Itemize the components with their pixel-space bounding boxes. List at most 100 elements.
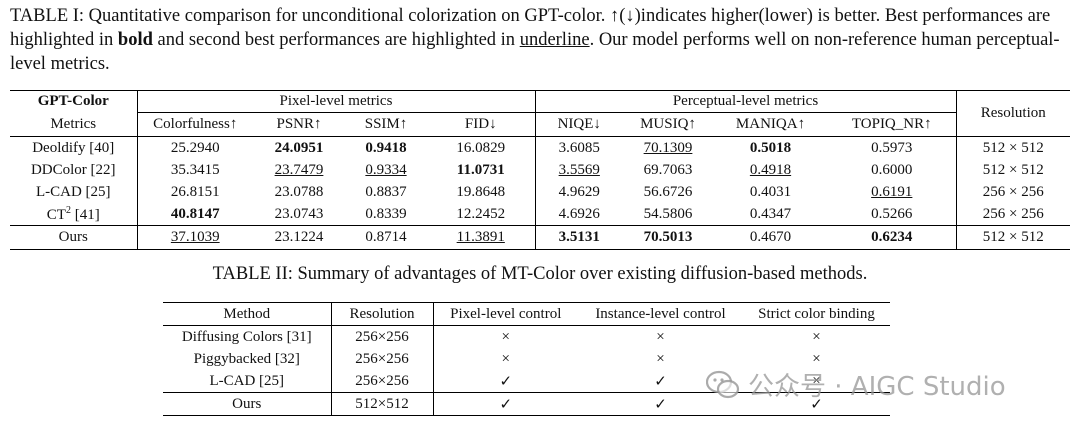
resolution-cell: 512 × 512 xyxy=(956,225,1070,250)
value-cell: ✓ xyxy=(499,373,513,390)
value-cell: × xyxy=(656,328,665,345)
value-cell: 0.9418 xyxy=(365,139,407,156)
value-cell: 56.6726 xyxy=(643,183,693,200)
table-row: CT2 [41] 40.8147 23.0743 0.8339 12.2452 4.692… xyxy=(10,203,1070,226)
value-cell: 0.8339 xyxy=(365,205,407,222)
value-cell: 0.8837 xyxy=(365,183,407,200)
value-cell: 4.9629 xyxy=(558,183,600,200)
dataset-label: GPT-Color xyxy=(10,90,138,113)
value-cell: 0.6191 xyxy=(828,181,957,203)
value-cell: 256×256 xyxy=(331,370,434,393)
value-cell: 23.0743 xyxy=(274,205,324,222)
table-row: Ours 37.1039 23.1224 0.8714 11.3891 3.5131 70.… xyxy=(10,225,1070,250)
col-header: Instance-level control xyxy=(578,302,743,326)
col-header: Method xyxy=(163,302,332,326)
watermark-text: 公众号 · AIGC Studio xyxy=(748,372,1006,402)
value-cell: × xyxy=(812,350,821,367)
metrics-label: Metrics xyxy=(10,112,138,137)
col-header: Pixel-level control xyxy=(433,302,578,326)
table-row: Ours 512×512 ✓ ✓ ✓ xyxy=(163,392,890,416)
value-cell: 19.8648 xyxy=(427,181,536,203)
col-header: Colorfulness↑ xyxy=(137,112,253,137)
value-cell: 24.0951 xyxy=(274,139,324,156)
resolution-cell: 512 × 512 xyxy=(982,139,1044,156)
value-cell: 256×256 xyxy=(331,348,434,370)
value-cell: 0.4670 xyxy=(713,225,828,250)
resolution-cell: 256 × 256 xyxy=(982,183,1044,200)
value-cell: ✓ xyxy=(433,392,578,416)
value-cell: 23.7479 xyxy=(274,161,324,178)
value-cell: ✓ xyxy=(654,373,667,390)
value-cell: × xyxy=(812,328,821,345)
value-cell: 37.1039 xyxy=(137,225,253,250)
value-cell: 26.8151 xyxy=(170,183,220,200)
pixel-group-header: Pixel-level metrics xyxy=(137,90,536,113)
value-cell: 54.5806 xyxy=(643,205,693,222)
col-header: Strict color binding xyxy=(743,302,890,326)
value-cell: ✓ xyxy=(743,392,890,416)
value-cell: 16.0829 xyxy=(427,136,536,159)
method-cell: L-CAD [25] xyxy=(163,370,332,393)
table-row: L-CAD [25] 26.8151 23.0788 0.8837 19.8648 4.9… xyxy=(10,181,1070,203)
method-cell: CT2 [41] xyxy=(10,203,138,226)
col-header: MANIQA↑ xyxy=(713,112,828,137)
value-cell: 23.0788 xyxy=(274,183,324,200)
value-cell: × xyxy=(656,350,665,367)
value-cell: × xyxy=(501,328,510,345)
value-cell: 0.4031 xyxy=(749,183,792,200)
method-cell: Ours xyxy=(10,225,138,250)
table1: GPT-Color Pixel-level metrics Perceptual… xyxy=(10,90,1070,250)
value-cell: 3.6085 xyxy=(558,139,600,156)
value-cell: 4.6926 xyxy=(558,205,600,222)
value-cell: 11.0731 xyxy=(427,159,536,181)
value-cell: 25.2940 xyxy=(170,139,220,156)
value-cell: 70.1309 xyxy=(643,139,693,156)
value-cell: 0.9334 xyxy=(365,161,407,178)
resolution-cell: 256 × 256 xyxy=(982,205,1044,222)
value-cell: 0.4918 xyxy=(749,161,792,178)
method-cell: L-CAD [25] xyxy=(10,181,138,203)
value-cell: 0.5266 xyxy=(828,203,957,226)
table-row: DDColor [22] 35.3415 23.7479 0.9334 11.0731 3… xyxy=(10,159,1070,181)
value-cell: × xyxy=(501,350,510,367)
value-cell: 40.8147 xyxy=(170,205,220,222)
table1-caption: TABLE I: Quantitative comparison for unc… xyxy=(10,6,1060,74)
perceptual-group-header: Perceptual-level metrics xyxy=(535,90,957,113)
resolution-cell: 512 × 512 xyxy=(982,161,1044,178)
value-cell: 256×256 xyxy=(331,325,434,348)
method-cell: Deoldify [40] xyxy=(10,136,138,159)
value-cell: 3.5569 xyxy=(558,161,600,178)
value-cell: 11.3891 xyxy=(427,225,536,250)
col-header: Resolution xyxy=(331,302,434,326)
value-cell: 35.3415 xyxy=(170,161,220,178)
col-header: TOPIQ_NR↑ xyxy=(828,112,957,137)
table-row: Piggybacked [32] 256×256 × × × xyxy=(163,348,890,370)
table-row: L-CAD [25] 256×256 ✓ ✓ × xyxy=(163,370,890,393)
value-cell: 0.5973 xyxy=(828,136,957,159)
method-cell: Diffusing Colors [31] xyxy=(163,325,332,348)
value-cell: 0.4347 xyxy=(749,205,792,222)
value-cell: 23.1224 xyxy=(253,225,345,250)
value-cell: × xyxy=(812,372,821,389)
method-cell: Ours xyxy=(163,392,332,416)
value-cell: 12.2452 xyxy=(427,203,536,226)
col-header: PSNR↑ xyxy=(253,112,345,137)
value-cell: 512×512 xyxy=(331,392,434,416)
value-cell: 3.5131 xyxy=(535,225,623,250)
value-cell: ✓ xyxy=(578,392,743,416)
table-row: Deoldify [40] 25.2940 24.0951 0.9418 16.0829… xyxy=(10,136,1070,159)
value-cell: 0.8714 xyxy=(345,225,427,250)
wechat-icon xyxy=(706,370,740,398)
col-header: NIQE↓ xyxy=(535,112,623,137)
value-cell: 69.7063 xyxy=(643,161,693,178)
col-header: SSIM↑ xyxy=(345,112,427,137)
table-row: Diffusing Colors [31] 256×256 × × × xyxy=(163,325,890,348)
method-cell: Piggybacked [32] xyxy=(163,348,332,370)
resolution-header: Resolution xyxy=(956,90,1070,137)
table2-caption: TABLE II: Summary of advantages of MT-Co… xyxy=(212,264,868,284)
value-cell: 0.6000 xyxy=(828,159,957,181)
method-cell: DDColor [22] xyxy=(10,159,138,181)
table2: Method Resolution Pixel-level control In… xyxy=(163,302,890,416)
value-cell: 0.6234 xyxy=(828,225,957,250)
value-cell: 0.5018 xyxy=(749,139,792,156)
